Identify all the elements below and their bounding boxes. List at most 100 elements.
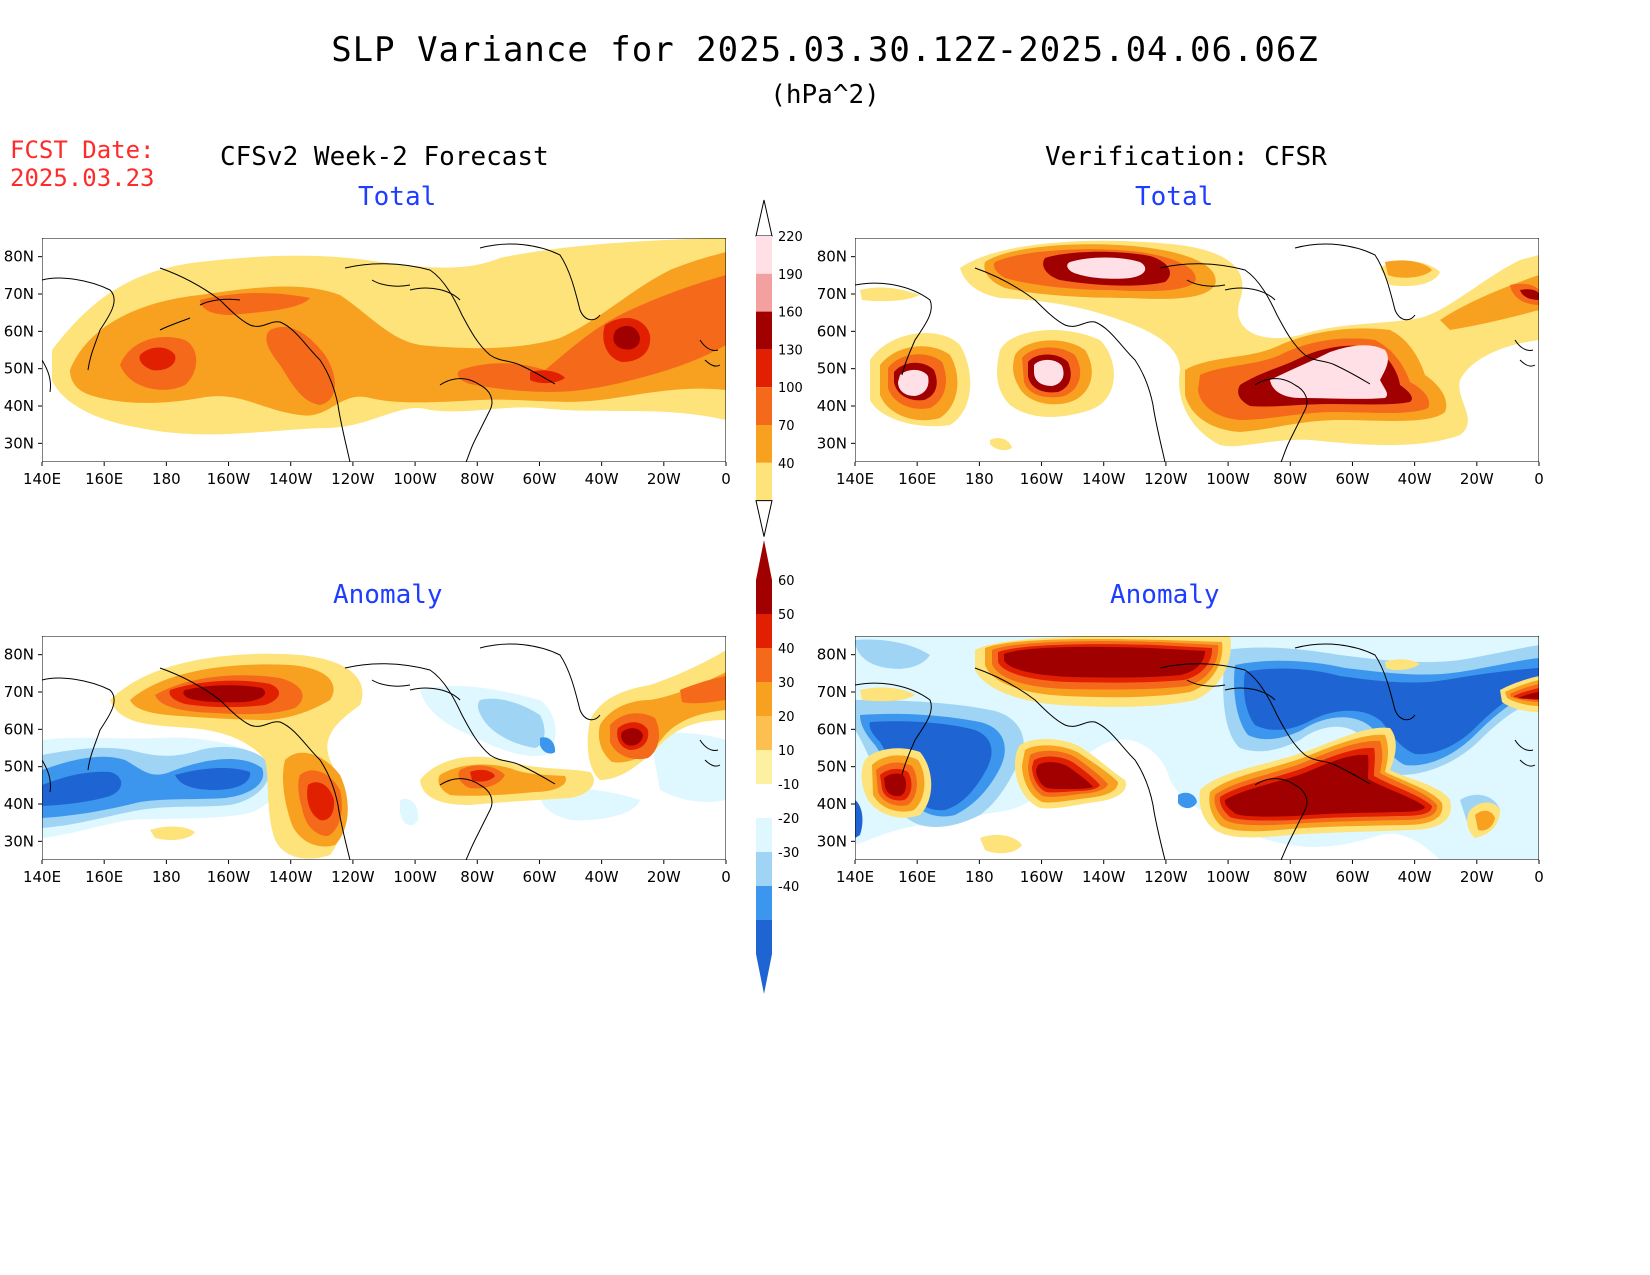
lon-tick-label: 60W xyxy=(522,868,556,886)
colorbar-swatch xyxy=(756,273,772,312)
forecast-date-value: 2025.03.23 xyxy=(10,164,155,192)
lat-tick-label: 80N xyxy=(4,248,34,266)
colorbar-swatch xyxy=(756,462,772,501)
field-neg-40 xyxy=(42,768,251,806)
lon-tick-label: 40W xyxy=(585,470,619,488)
lat-tick-label: 60N xyxy=(4,322,34,340)
forecast-date-label: FCST Date: 2025.03.23 xyxy=(10,136,155,192)
colorbar-swatch xyxy=(756,716,772,750)
colorbar-label: 40 xyxy=(778,457,795,472)
lat-tick-label: 30N xyxy=(4,434,34,452)
lon-tick-label: 140W xyxy=(269,470,313,488)
verification-anomaly-title: Anomaly xyxy=(1110,580,1220,610)
colorbar-label: -40 xyxy=(778,880,799,895)
lon-tick-label: 0 xyxy=(1534,868,1544,886)
forecast-total-title: Total xyxy=(358,182,437,212)
forecast-anomaly-map xyxy=(42,636,726,860)
colorbar-swatch xyxy=(756,648,772,682)
lat-tick-label: 50N xyxy=(4,360,34,378)
lat-tick-label: 30N xyxy=(817,434,847,452)
lat-tick-label: 60N xyxy=(4,720,34,738)
verification-anomaly-map xyxy=(855,636,1539,860)
lon-tick-label: 180 xyxy=(152,470,181,488)
lon-tick-label: 160W xyxy=(207,470,251,488)
lat-tick-label: 70N xyxy=(4,683,34,701)
lon-tick-label: 120W xyxy=(331,470,375,488)
colorbar-bottom-tip xyxy=(755,500,773,537)
verification-total-map xyxy=(855,238,1539,462)
lon-tick-label: 180 xyxy=(152,868,181,886)
lon-tick-label: 80W xyxy=(460,470,494,488)
colorbar-swatch xyxy=(756,682,772,716)
forecast-date-caption: FCST Date: xyxy=(10,136,155,164)
lon-tick-label: 100W xyxy=(393,470,437,488)
field-contour-160 xyxy=(613,325,640,350)
lat-tick-label: 60N xyxy=(817,720,847,738)
lon-tick-label: 40W xyxy=(1398,470,1432,488)
lon-tick-label: 160E xyxy=(898,868,936,886)
colorbar-total: 220 190 160 130 100 70 40 xyxy=(755,199,803,537)
lon-tick-label: 180 xyxy=(965,868,994,886)
lon-tick-label: 60W xyxy=(522,470,556,488)
colorbar-swatch xyxy=(756,886,772,920)
colorbar-swatch xyxy=(756,852,772,886)
lon-tick-label: 160W xyxy=(1020,470,1064,488)
colorbar-label: 220 xyxy=(778,230,803,245)
coastlines xyxy=(42,243,721,462)
lat-tick-label: 70N xyxy=(817,683,847,701)
lon-tick-label: 160E xyxy=(898,470,936,488)
colorbar-swatch xyxy=(756,311,772,350)
lat-tick-label: 60N xyxy=(817,322,847,340)
lat-tick-label: 50N xyxy=(4,758,34,776)
colorbar-swatch xyxy=(756,236,772,274)
forecast-column-title: CFSv2 Week-2 Forecast xyxy=(220,142,549,172)
lon-tick-label: 100W xyxy=(393,868,437,886)
lon-tick-label: 140E xyxy=(23,470,61,488)
lon-tick-label: 160E xyxy=(85,470,123,488)
lon-tick-label: 140E xyxy=(836,470,874,488)
colorbar-top-tip xyxy=(755,199,773,237)
colorbar-label: 40 xyxy=(778,642,795,657)
colorbar-label: -30 xyxy=(778,846,799,861)
forecast-anomaly-title: Anomaly xyxy=(333,580,443,610)
field-contour-220 xyxy=(898,257,1388,399)
lon-tick-label: 0 xyxy=(721,868,731,886)
lon-tick-label: 120W xyxy=(1144,470,1188,488)
colorbar-label: 20 xyxy=(778,710,795,725)
lon-tick-label: 80W xyxy=(1273,470,1307,488)
units-label: (hPa^2) xyxy=(770,80,880,110)
lat-tick-label: 40N xyxy=(817,795,847,813)
colorbar-label: 100 xyxy=(778,381,803,396)
field-pos-50 xyxy=(884,646,1539,817)
lat-tick-label: 50N xyxy=(817,360,847,378)
lon-tick-label: 40W xyxy=(585,868,619,886)
field-pos-50 xyxy=(183,685,643,746)
lon-tick-label: 60W xyxy=(1335,868,1369,886)
lat-tick-label: 80N xyxy=(817,646,847,664)
lat-tick-label: 50N xyxy=(817,758,847,776)
colorbar-swatch xyxy=(756,614,772,648)
lon-tick-label: 160W xyxy=(207,868,251,886)
verification-column-title: Verification: CFSR xyxy=(1045,142,1327,172)
colorbar-swatch xyxy=(756,387,772,425)
lon-tick-label: 140W xyxy=(1082,470,1126,488)
lon-tick-label: 20W xyxy=(1460,868,1494,886)
forecast-total-map xyxy=(42,238,726,462)
lon-tick-label: 160W xyxy=(1020,868,1064,886)
lat-tick-label: 70N xyxy=(817,285,847,303)
lon-tick-label: 60W xyxy=(1335,470,1369,488)
lon-tick-label: 20W xyxy=(1460,470,1494,488)
lon-tick-label: 40W xyxy=(1398,868,1432,886)
field-contour-100 xyxy=(120,275,726,405)
colorbar-swatch xyxy=(756,425,772,463)
lat-tick-label: 70N xyxy=(4,285,34,303)
lon-tick-label: 100W xyxy=(1206,868,1250,886)
colorbar-label: -10 xyxy=(778,778,799,793)
coastlines xyxy=(855,243,1536,462)
coastlines xyxy=(42,643,721,860)
lon-tick-label: 80W xyxy=(460,868,494,886)
colorbar-swatch xyxy=(756,750,772,784)
colorbar-label: 160 xyxy=(778,306,803,321)
lon-tick-label: 120W xyxy=(1144,868,1188,886)
